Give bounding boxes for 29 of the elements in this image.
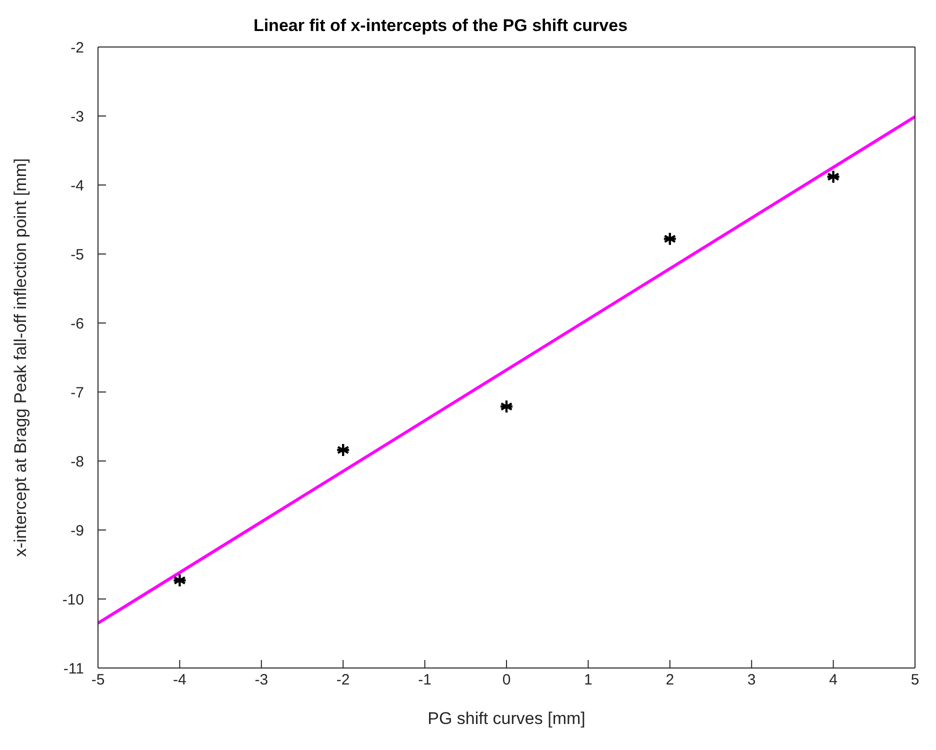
y-tick-label: -5 xyxy=(70,246,84,264)
x-tick-label: 1 xyxy=(584,672,592,689)
x-tick-label: -2 xyxy=(336,672,350,689)
y-tick-label: -6 xyxy=(70,315,84,332)
x-tick-label: -1 xyxy=(418,672,432,689)
x-tick-label: -3 xyxy=(254,672,268,689)
chart-title: Linear fit of x-intercepts of the PG shift curves xyxy=(252,16,629,36)
y-tick-label: -9 xyxy=(70,522,84,540)
x-tick-label: -4 xyxy=(173,672,186,689)
point xyxy=(662,232,677,246)
y-axis-title: x-intercept at Bragg Peak fall-off inflection point [mm] xyxy=(11,158,30,557)
y-tick-label: -8 xyxy=(70,453,84,470)
y-tick-label: -3 xyxy=(70,108,84,126)
y-tick-label: -4 xyxy=(70,177,84,194)
x-tick-label: 4 xyxy=(829,672,838,689)
y-tick-label: -7 xyxy=(70,384,84,402)
y-tick-label: -10 xyxy=(62,591,84,608)
x-tick-label: 2 xyxy=(666,672,674,689)
x-tick-label: -5 xyxy=(91,672,105,689)
x-tick-label: 0 xyxy=(502,672,511,689)
x-tick-label: 5 xyxy=(910,672,920,689)
x-tick-label: 3 xyxy=(747,672,756,689)
y-tick-label: -11 xyxy=(63,660,84,678)
point xyxy=(499,399,514,414)
point xyxy=(336,442,350,458)
x-axis-title: PG shift curves [mm] xyxy=(428,709,586,728)
point xyxy=(826,170,840,184)
point xyxy=(172,573,187,588)
y-tick-label: -2 xyxy=(70,39,84,56)
